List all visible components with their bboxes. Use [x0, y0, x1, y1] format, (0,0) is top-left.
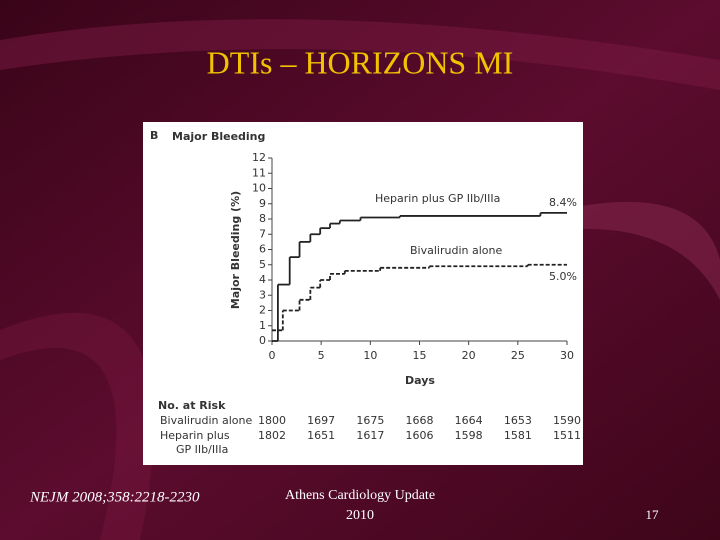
- y-tick-label: 2: [259, 304, 266, 317]
- page-number: 17: [646, 507, 660, 522]
- risk-value: 1668: [406, 414, 434, 427]
- risk-title: No. at Risk: [158, 399, 226, 412]
- risk-value: 1802: [258, 429, 286, 442]
- risk-value: 1598: [455, 429, 483, 442]
- citation: NEJM 2008;358:2218-2230: [29, 489, 200, 505]
- x-tick-label: 10: [363, 349, 377, 362]
- x-tick-label: 0: [269, 349, 276, 362]
- series-label: Heparin plus GP IIb/IIIa: [375, 192, 500, 205]
- y-tick-label: 6: [259, 243, 266, 256]
- panel-label: B: [150, 129, 158, 142]
- risk-value: 1664: [455, 414, 483, 427]
- risk-value: 1651: [307, 429, 335, 442]
- chart-panel: [143, 122, 583, 465]
- y-tick-label: 11: [252, 166, 266, 179]
- y-tick-label: 4: [259, 273, 266, 286]
- event-line: 2010: [346, 508, 374, 523]
- x-tick-label: 25: [511, 349, 525, 362]
- risk-value: 1617: [356, 429, 384, 442]
- risk-value: 1697: [307, 414, 335, 427]
- risk-value: 1590: [553, 414, 581, 427]
- end-label: 5.0%: [549, 270, 577, 283]
- slide-title: DTIs – HORIZONS MI: [207, 44, 514, 80]
- risk-value: 1675: [356, 414, 384, 427]
- risk-value: 1800: [258, 414, 286, 427]
- y-tick-label: 9: [259, 197, 266, 210]
- chart-title: Major Bleeding: [172, 130, 265, 143]
- risk-row-label: Bivalirudin alone: [160, 414, 252, 427]
- end-label: 8.4%: [549, 196, 577, 209]
- y-tick-label: 8: [259, 212, 266, 225]
- event-line: Athens Cardiology Update: [285, 488, 435, 503]
- risk-value: 1606: [406, 429, 434, 442]
- swoosh: [0, 312, 154, 540]
- y-tick-label: 7: [259, 227, 266, 240]
- y-tick-label: 1: [259, 319, 266, 332]
- swoosh: [0, 19, 720, 90]
- risk-value: 1581: [504, 429, 532, 442]
- risk-row-label: GP IIb/IIIa: [176, 443, 228, 456]
- y-tick-label: 3: [259, 288, 266, 301]
- y-tick-label: 10: [252, 182, 266, 195]
- x-tick-label: 15: [413, 349, 427, 362]
- swoosh: [560, 201, 720, 300]
- x-tick-label: 20: [462, 349, 476, 362]
- series-label: Bivalirudin alone: [410, 244, 502, 257]
- risk-value: 1653: [504, 414, 532, 427]
- y-tick-label: 5: [259, 258, 266, 271]
- x-tick-label: 30: [560, 349, 574, 362]
- x-axis-label: Days: [405, 374, 435, 387]
- y-tick-label: 0: [259, 334, 266, 347]
- x-tick-label: 5: [318, 349, 325, 362]
- y-axis-label: Major Bleeding (%): [229, 191, 242, 309]
- y-tick-label: 12: [252, 151, 266, 164]
- risk-value: 1511: [553, 429, 581, 442]
- risk-row-label: Heparin plus: [160, 429, 230, 442]
